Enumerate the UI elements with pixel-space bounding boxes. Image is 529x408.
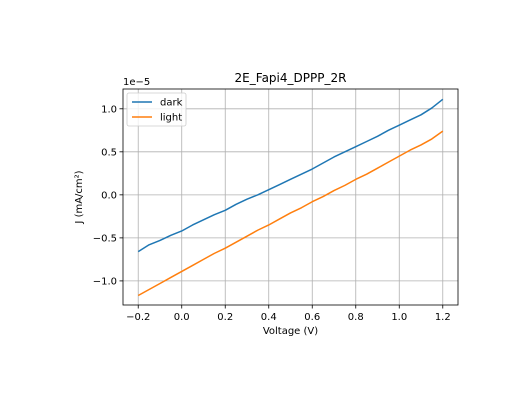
y-tick-label: −1.0 (93, 276, 117, 287)
x-tick-label: −0.2 (126, 312, 150, 323)
x-tick-label: 0.8 (348, 312, 364, 323)
y-tick-label: 0.0 (101, 190, 117, 201)
legend-label-light: light (160, 113, 182, 124)
y-tick-label: −0.5 (93, 233, 117, 244)
x-axis-label: Voltage (V) (263, 326, 318, 337)
x-tick-label: 1.2 (435, 312, 451, 323)
chart-title: 2E_Fapi4_DPPP_2R (235, 71, 347, 85)
x-tick-label: 0.0 (174, 312, 190, 323)
x-tick-label: 0.2 (217, 312, 233, 323)
legend: dark light (127, 93, 186, 126)
x-tick-label: 1.0 (391, 312, 407, 323)
y-axis-label: J (mA/cm²) (74, 170, 85, 224)
x-tick-label: 0.4 (261, 312, 277, 323)
legend-label-dark: dark (160, 98, 183, 109)
x-tick-label: 0.6 (304, 312, 320, 323)
y-offset-label: 1e−5 (123, 77, 150, 88)
y-tick-label: 0.5 (101, 147, 117, 158)
y-tick-label: 1.0 (101, 104, 117, 115)
